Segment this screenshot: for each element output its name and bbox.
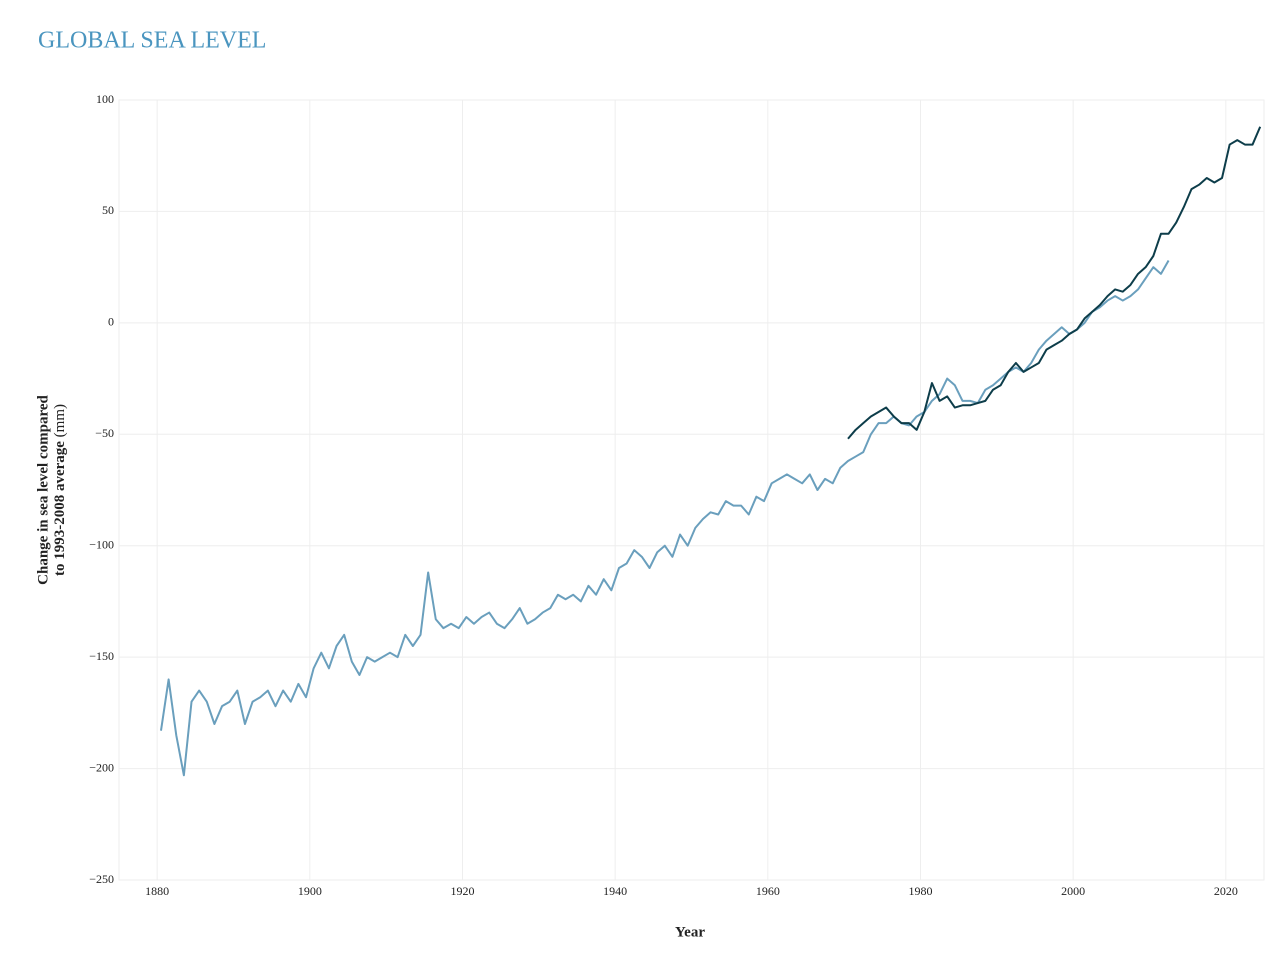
chart-title: GLOBAL SEA LEVEL (38, 28, 266, 54)
x-tick-label: 2020 (1214, 884, 1238, 898)
y-axis-title-part: to 1993-2008 average (52, 441, 68, 576)
y-tick-label: −200 (89, 760, 114, 774)
y-tick-label: 100 (96, 92, 114, 106)
data-line (847, 126, 1262, 440)
x-tick-label: 2000 (1061, 884, 1085, 898)
x-tick-label: 1960 (756, 884, 780, 898)
y-tick-label: 0 (108, 315, 114, 329)
y-axis-title: Change in sea level compared to 1993-200… (35, 394, 68, 584)
y-axis-unit: (mm) (52, 404, 68, 437)
y-axis-title-line: to 1993-2008 average (mm) (52, 404, 68, 576)
x-tick-label: 1880 (145, 884, 169, 898)
y-tick-label: −100 (89, 537, 114, 551)
x-tick-label: 1940 (603, 884, 627, 898)
y-tick-label: −50 (95, 426, 114, 440)
y-tick-label: −250 (89, 872, 114, 886)
plot-frame (118, 99, 1265, 881)
y-axis-title-line: Change in sea level compared (35, 394, 51, 584)
y-tick-label: −150 (89, 649, 114, 663)
x-axis-title: Year (675, 924, 705, 940)
y-tick-label: 50 (102, 203, 114, 217)
x-tick-label: 1900 (298, 884, 322, 898)
x-tick-label: 1920 (451, 884, 475, 898)
data-line (159, 259, 1170, 777)
x-tick-label: 1980 (909, 884, 933, 898)
